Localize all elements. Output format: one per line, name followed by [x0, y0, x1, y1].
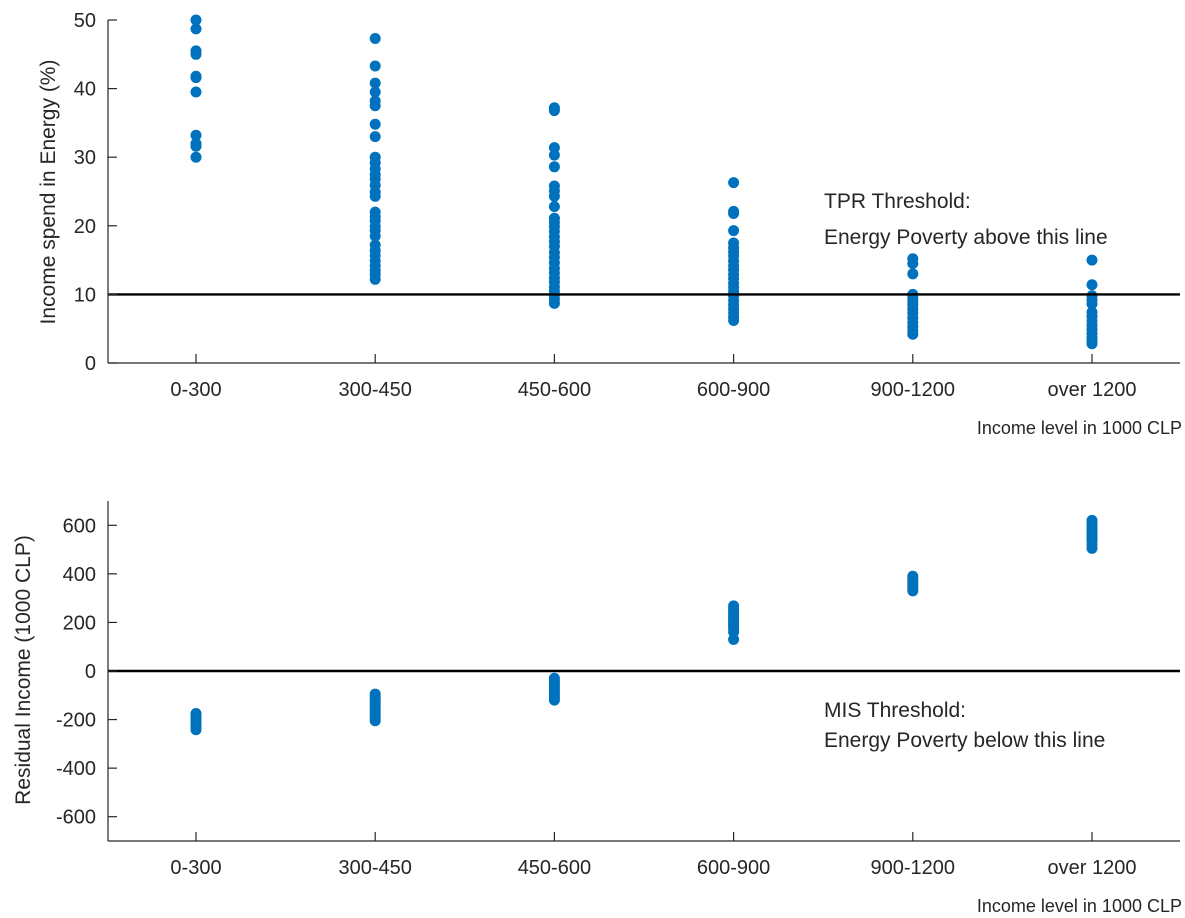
tpr-data-point: [369, 131, 381, 143]
tpr-x-tick-label: 900-1200: [871, 379, 956, 401]
tpr-data-point: [907, 328, 919, 340]
mis-y-ticks: -600 -400 -200 0 200 400 600: [56, 515, 117, 829]
tpr-y-tick-label: 50: [74, 10, 96, 32]
tpr-x-tick-label: 450-600: [518, 379, 591, 401]
mis-y-tick-label: 200: [63, 612, 96, 634]
mis-y-axis-label: Residual Income (1000 CLP): [12, 535, 35, 805]
tpr-data-point: [548, 105, 560, 117]
mis-x-tick-label: 900-1200: [871, 857, 956, 879]
mis-y-tick-label: 600: [63, 515, 96, 537]
mis-y-tick-label: -200: [56, 710, 96, 732]
mis-data-point: [728, 633, 740, 645]
mis-x-tick-label: 300-450: [338, 857, 411, 879]
tpr-data-point: [369, 118, 381, 130]
mis-x-tick-label: 600-900: [697, 857, 770, 879]
tpr-data-point: [190, 140, 202, 152]
tpr-x-tick-label: over 1200: [1048, 379, 1137, 401]
tpr-chart-panel: 0 10 20 30 40 50 0-300 300-450 450-600 600-900 90…: [37, 10, 1182, 438]
mis-y-tick-label: 400: [63, 564, 96, 586]
mis-y-tick-label: -600: [56, 807, 96, 829]
tpr-x-tick-label: 300-450: [338, 379, 411, 401]
tpr-y-tick-label: 20: [74, 216, 96, 238]
tpr-data-point: [548, 190, 560, 202]
tpr-data-point: [369, 60, 381, 72]
tpr-data-point: [728, 225, 740, 237]
tpr-markers: [190, 14, 1098, 350]
tpr-data-point: [1086, 298, 1098, 310]
tpr-data-point: [728, 177, 740, 189]
tpr-y-tick-label: 10: [74, 284, 96, 306]
tpr-threshold-annotation-line1: TPR Threshold:: [824, 190, 971, 213]
mis-data-point: [369, 715, 381, 727]
mis-threshold-annotation-line1: MIS Threshold:: [824, 699, 966, 722]
tpr-data-point: [190, 23, 202, 35]
tpr-data-point: [728, 207, 740, 219]
tpr-data-point: [369, 33, 381, 45]
tpr-x-tick-label: 600-900: [697, 379, 770, 401]
tpr-data-point: [369, 77, 381, 89]
tpr-data-point: [190, 129, 202, 141]
mis-data-point: [548, 694, 560, 706]
mis-x-tick-label: 0-300: [170, 857, 221, 879]
tpr-data-point: [728, 314, 740, 326]
tpr-data-point: [548, 161, 560, 173]
tpr-y-axis-label: Income spend in Energy (%): [37, 60, 60, 325]
tpr-data-point: [548, 201, 560, 213]
tpr-data-point: [369, 86, 381, 98]
tpr-data-point: [548, 142, 560, 154]
tpr-data-point: [369, 273, 381, 285]
mis-x-tick-label: over 1200: [1048, 857, 1137, 879]
tpr-x-axis-label: Income level in 1000 CLP: [977, 418, 1182, 438]
tpr-data-point: [190, 72, 202, 84]
mis-chart-panel: -600 -400 -200 0 200 400 600 0-300 300-450 450-6…: [12, 501, 1182, 916]
tpr-x-ticks: 0-300 300-450 450-600 600-900 900-1200 over 1…: [170, 354, 1136, 401]
mis-x-axis-label: Income level in 1000 CLP: [977, 896, 1182, 916]
tpr-data-point: [548, 149, 560, 161]
mis-markers: [190, 514, 1098, 736]
tpr-threshold-annotation-line2: Energy Poverty above this line: [824, 226, 1108, 249]
tpr-data-point: [369, 100, 381, 112]
mis-data-point: [1086, 542, 1098, 554]
tpr-data-point: [1086, 254, 1098, 266]
tpr-data-point: [1086, 279, 1098, 291]
tpr-data-point: [548, 297, 560, 309]
tpr-data-point: [369, 190, 381, 202]
tpr-y-tick-label: 30: [74, 147, 96, 169]
tpr-data-point: [190, 151, 202, 163]
mis-x-tick-label: 450-600: [518, 857, 591, 879]
mis-x-ticks: 0-300 300-450 450-600 600-900 900-1200 over 1…: [170, 832, 1136, 879]
tpr-data-point: [1086, 338, 1098, 350]
mis-y-tick-label: 0: [85, 661, 96, 683]
mis-threshold-annotation-line2: Energy Poverty below this line: [824, 729, 1105, 752]
mis-data-point: [190, 724, 202, 736]
tpr-data-point: [190, 48, 202, 60]
tpr-y-tick-label: 0: [85, 353, 96, 375]
mis-y-tick-label: -400: [56, 758, 96, 780]
tpr-data-point: [907, 268, 919, 280]
tpr-y-ticks: 0 10 20 30 40 50: [74, 10, 117, 375]
tpr-data-point: [190, 14, 202, 26]
tpr-x-tick-label: 0-300: [170, 379, 221, 401]
tpr-data-point: [369, 230, 381, 242]
tpr-data-point: [190, 86, 202, 98]
tpr-data-point: [907, 258, 919, 270]
mis-data-point: [907, 585, 919, 597]
tpr-y-tick-label: 40: [74, 79, 96, 101]
